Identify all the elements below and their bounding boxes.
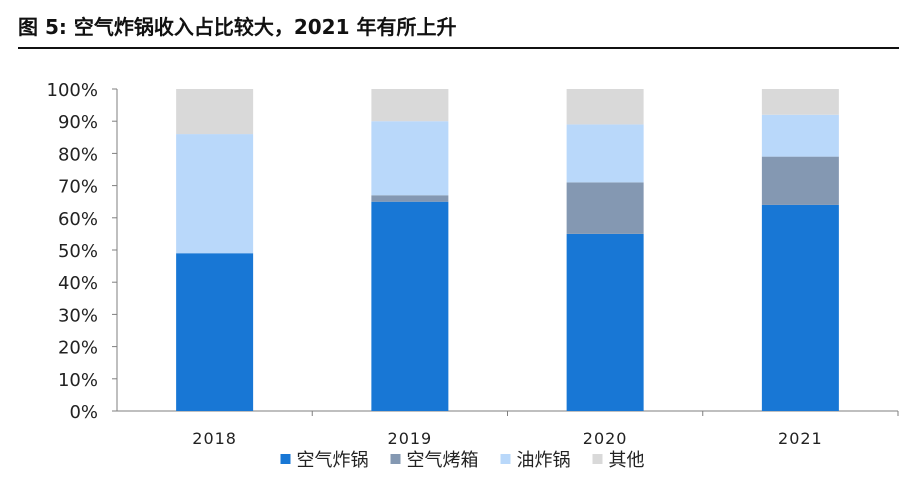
legend-swatch [280,454,291,464]
y-tick-label: 30% [58,305,98,326]
y-tick-label: 50% [58,241,98,262]
y-tick-label: 100% [47,80,98,101]
bar-segment [761,114,839,157]
bar-segment [566,233,644,411]
figure-title: 图 5: 空气炸锅收入占比较大，2021 年有所上升 [18,15,457,39]
y-tick-label: 20% [58,338,98,359]
bar-segment [371,121,449,196]
bar-segment [566,89,644,125]
chart-svg: 0% 10% 20% 30% 40% 50% 60% 70% 80% 90% 100% 2018 201… [47,80,899,471]
bar-segment [566,124,644,183]
x-tick-label: 2019 [388,429,433,448]
legend-label: 其他 [609,450,645,471]
bar-segment [566,182,644,234]
y-tick-label: 80% [58,144,98,165]
bar-segment [176,134,254,254]
title-divider [18,47,899,49]
y-tick-label: 40% [58,273,98,294]
bar-segment [371,195,449,202]
legend-label: 空气烤箱 [407,450,479,471]
y-tick-label: 10% [58,370,98,391]
figure-title-bar: 图 5: 空气炸锅收入占比较大，2021 年有所上升 [18,12,899,46]
legend-label: 油炸锅 [517,450,571,471]
y-tick-label: 90% [58,112,98,133]
legend-swatch [390,454,401,464]
legend-swatch [592,454,603,464]
y-tick-label: 0% [69,402,98,423]
x-tick-label: 2021 [778,429,823,448]
stacked-bar-chart: 0% 10% 20% 30% 40% 50% 60% 70% 80% 90% 100% 2018 201… [0,50,909,478]
y-tick-label: 60% [58,209,98,230]
x-tick-label: 2018 [192,429,237,448]
bar-segment [761,89,839,115]
bar-segment [371,89,449,122]
bar-segment [176,253,254,411]
x-tick-label: 2020 [583,429,628,448]
y-tick-label: 70% [58,177,98,198]
bar-segment [371,201,449,411]
bar-segment [761,204,839,411]
bar-segment [176,89,254,135]
bar-segment [761,156,839,205]
legend-label: 空气炸锅 [297,450,369,471]
legend-swatch [500,454,511,464]
